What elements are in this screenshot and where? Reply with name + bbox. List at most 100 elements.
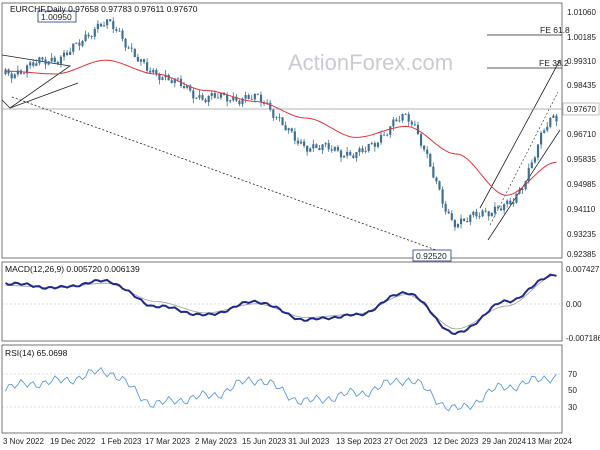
candle-body [78,42,81,46]
candle-body [22,73,26,75]
candle-body [44,59,47,65]
candle-body [364,151,367,152]
price-tick-label: 1.00185 [567,33,596,42]
candle-body [229,100,232,102]
candle-body [389,126,392,135]
candle-body [72,43,75,52]
candle-body [346,151,349,156]
candle-body [210,93,213,96]
price-panel-frame [1,2,563,259]
candle-body [66,52,69,55]
candle-body [336,147,340,151]
candle-body [503,204,506,211]
x-tick-label: 1 Feb 2023 [101,437,142,446]
candle-body [499,208,503,211]
candle-body [47,61,50,65]
candle-body [139,59,143,62]
candle-body [269,102,272,110]
candle-body [90,36,93,38]
candle-body [383,134,386,136]
rsi-line [5,366,557,412]
candle-body [124,38,127,48]
candle-body [429,153,432,167]
candle-body [29,62,32,66]
candle-body [423,145,426,150]
candle-body [352,155,355,158]
candle-body [133,48,136,58]
candle-body [327,143,330,150]
candle-body [127,47,130,49]
candle-body [318,148,321,150]
candle-body [299,141,303,144]
candle-body [75,42,78,44]
candle-body [441,189,444,204]
price-tick-label: 0.95835 [567,155,596,164]
candle-body [56,61,59,64]
candle-body [35,63,38,66]
price-tick-label: 0.94110 [567,205,596,214]
candle-body [38,57,41,64]
candle-body [527,168,530,181]
x-tick-label: 31 Jul 2023 [288,437,330,446]
candle-body [96,23,99,29]
candle-body [549,117,552,127]
candle-body [290,128,293,132]
candle-body [453,219,456,228]
candle-body [533,157,536,163]
candle-body [546,126,549,131]
x-tick-label: 27 Oct 2023 [384,437,428,446]
candle-body [102,25,106,27]
candle-body [530,162,533,169]
price-tick-label: 0.98435 [567,81,596,90]
macd-main-line [5,273,557,336]
candle-body [536,144,540,158]
x-tick-label: 17 Mar 2023 [145,437,190,446]
rsi-tick-label: 30 [568,403,577,412]
moving-average-line [5,59,557,196]
candle-body [253,93,256,100]
candle-body [32,62,35,66]
candle-body [484,210,487,212]
candle-body [164,74,167,78]
candle-body [192,90,195,99]
watermark: ActionForex.com [288,50,453,75]
candle-body [315,144,318,149]
candle-body [186,85,189,88]
candle-body [309,148,312,152]
channel-mid [489,91,559,226]
candle-body [478,216,481,218]
candle-body [99,23,103,27]
candle-body [235,96,238,101]
price-tick-label: 0.94985 [567,180,596,189]
candle-body [10,73,13,79]
candle-body [373,143,376,147]
channel-lower [487,129,561,241]
candle-body [447,211,450,214]
candle-body [241,98,244,105]
candle-body [312,144,315,149]
candle-body [438,181,441,190]
candle-body [475,211,478,217]
candle-body [404,114,407,115]
candle-body [401,114,404,121]
candle-body [170,80,173,84]
candle-body [213,93,216,98]
x-tick-label: 3 Nov 2022 [3,437,44,446]
candle-body [398,120,401,122]
candle-body [521,189,524,190]
candle-body [370,143,373,145]
candle-body [278,117,281,119]
candle-body [256,93,259,95]
candle-body [306,145,309,152]
candle-body [93,28,96,37]
candle-body [481,210,484,217]
candle-body [161,77,164,80]
candle-body [333,147,336,151]
fe-382-label: FE 38.2 [539,58,569,68]
candle-body [395,119,398,122]
macd-tick-label: 0.007427 [566,265,600,274]
candle-body [512,202,515,205]
rsi-panel-frame [1,344,563,434]
